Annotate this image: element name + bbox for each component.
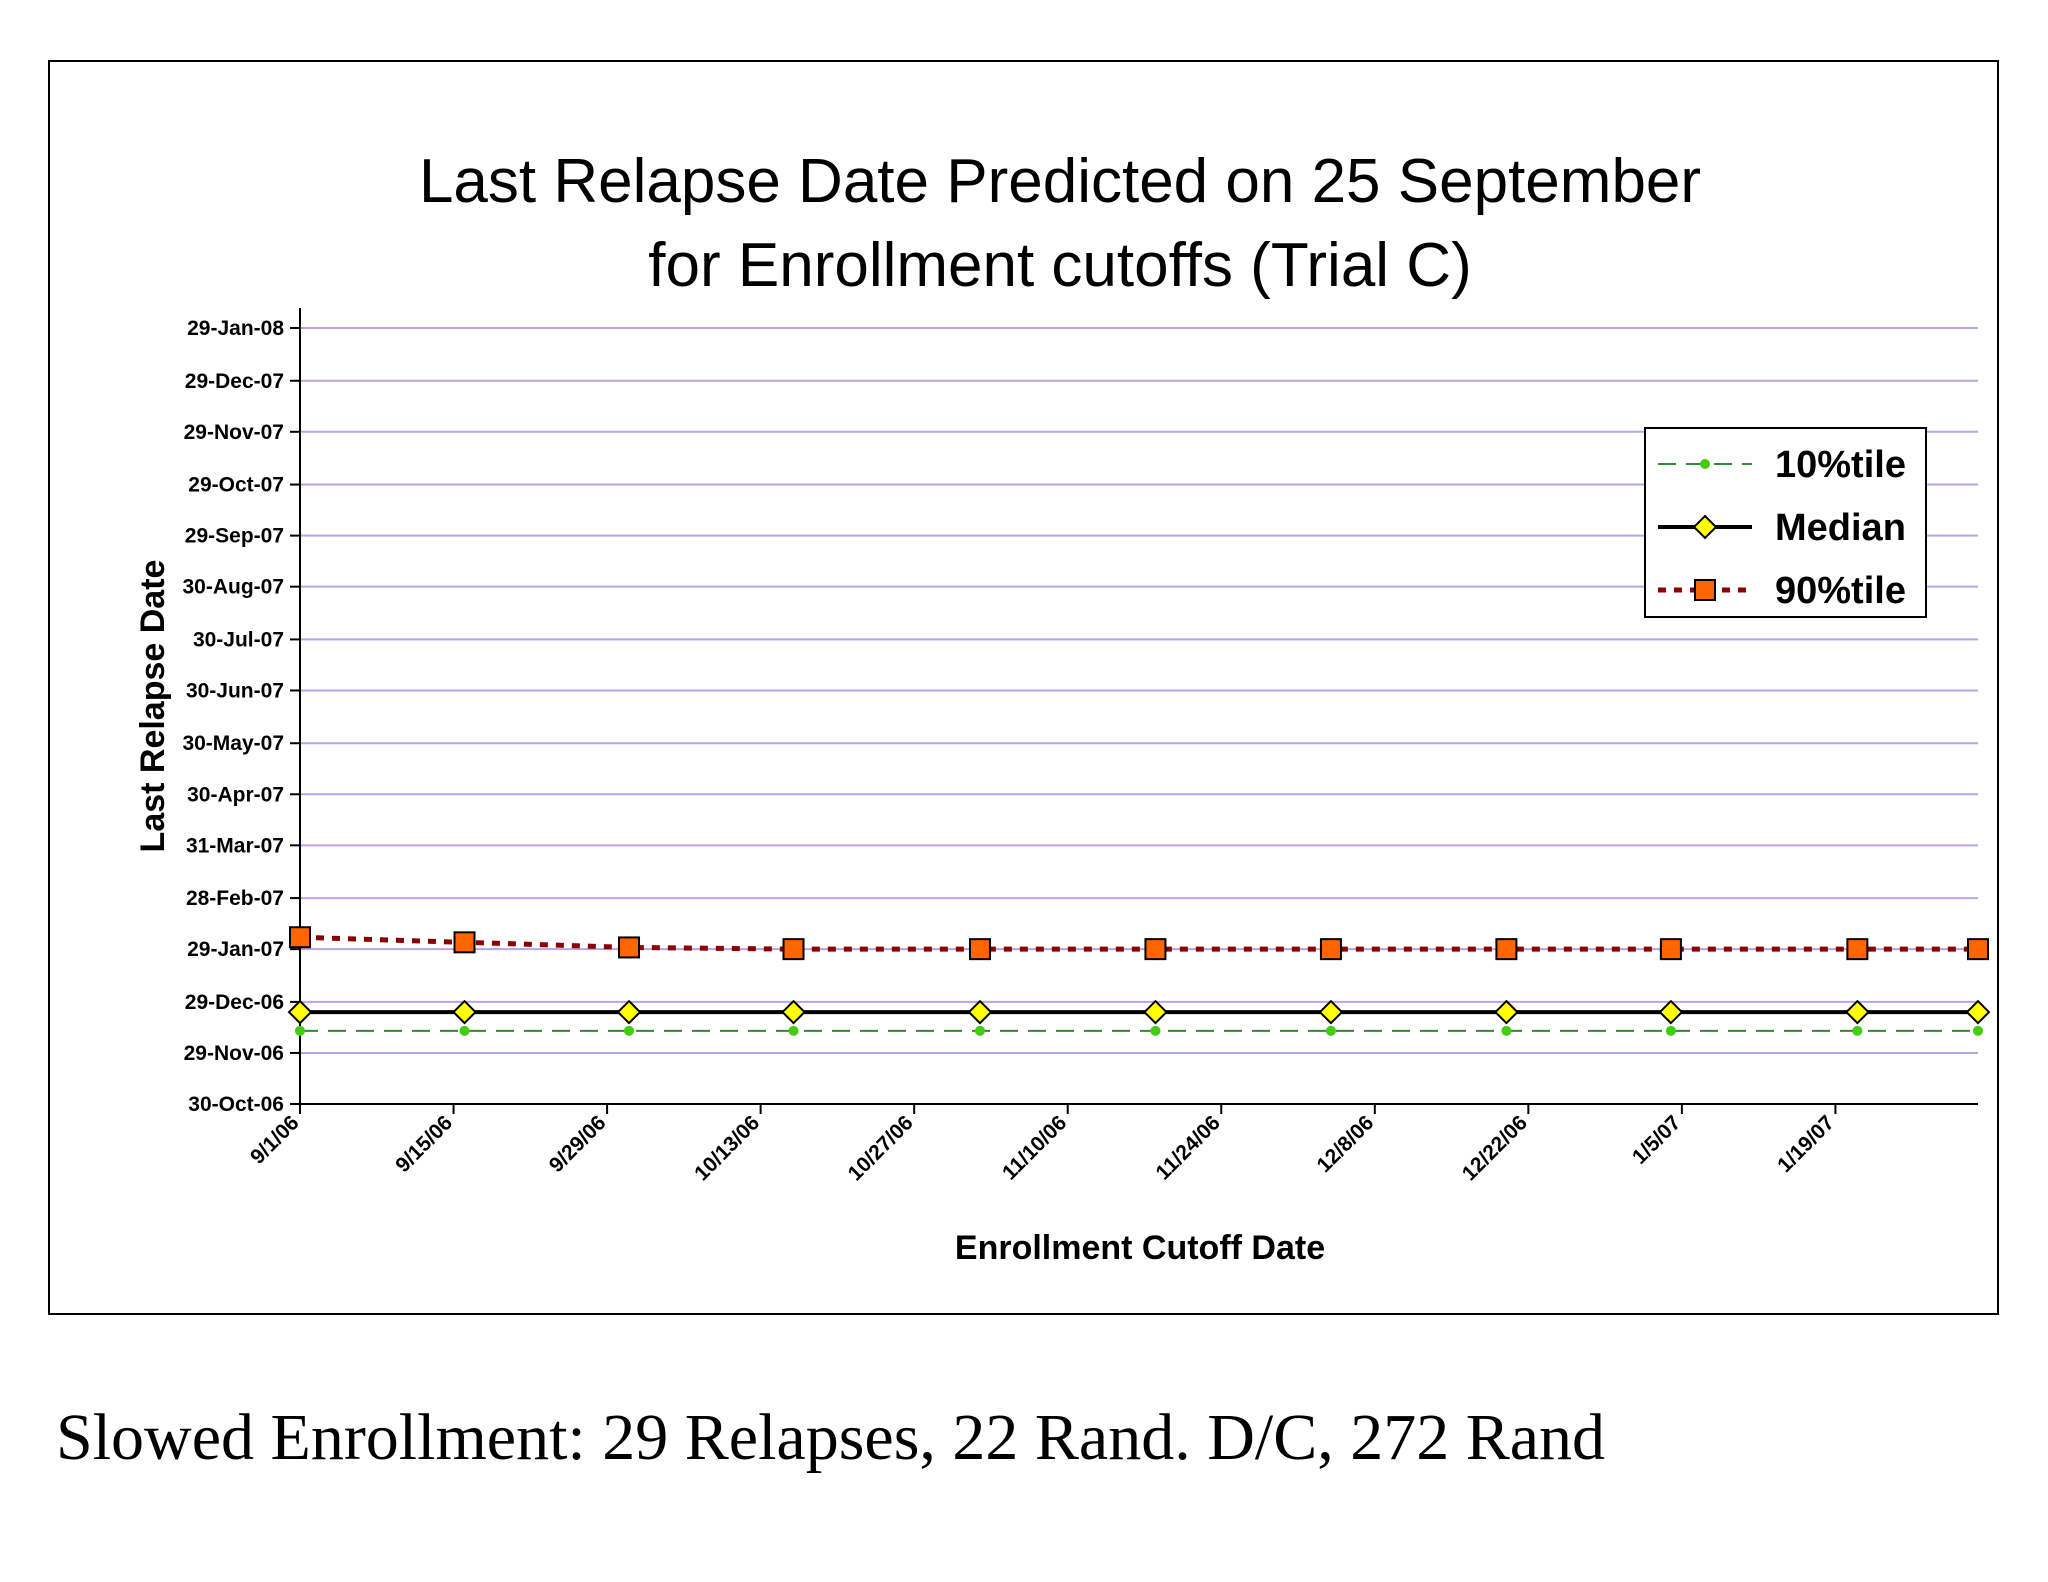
chart-title-line-1: Last Relapse Date Predicted on 25 Septem…	[419, 147, 1701, 216]
x-tick-label: 11/10/06	[998, 1111, 1071, 1184]
point-10pct	[1501, 1025, 1512, 1036]
point-10pct	[1665, 1025, 1676, 1036]
point-median	[1658, 999, 1684, 1025]
point-90pct	[1659, 938, 1682, 961]
y-tick-label: 29-Sep-07	[185, 525, 284, 548]
point-10pct	[624, 1025, 635, 1036]
legend-box	[1644, 427, 1927, 618]
point-10pct	[459, 1025, 470, 1036]
x-tick-label: 9/1/06	[246, 1111, 304, 1169]
point-90pct	[1319, 938, 1342, 961]
chart-frame: Last Relapse Date Predicted on 25 Septem…	[48, 60, 1999, 1315]
series-layer	[287, 926, 1991, 1036]
legend: 10%tile Median 90%tile	[1644, 427, 1927, 618]
x-tick-label: 12/8/06	[1313, 1111, 1379, 1177]
y-tick-label: 29-Nov-07	[184, 421, 284, 444]
x-tick-label: 10/27/06	[844, 1111, 918, 1185]
series-line-90pcttile	[299, 934, 1978, 952]
y-axis-title: Last Relapse Date	[134, 560, 172, 853]
y-tick-label: 29-Nov-06	[184, 1042, 284, 1065]
point-median	[1965, 999, 1991, 1025]
y-tick-label: 30-Oct-06	[188, 1093, 284, 1116]
point-10pct	[974, 1025, 985, 1036]
point-10pct	[1973, 1025, 1983, 1036]
point-median	[1143, 999, 1168, 1025]
point-median	[1493, 999, 1519, 1025]
y-tick-label: 28-Feb-07	[186, 887, 284, 910]
y-tick-label: 30-Jul-07	[193, 628, 284, 651]
legend-keys: 10%tile Median 90%tile	[1658, 444, 1906, 612]
point-90pct	[1846, 938, 1869, 961]
x-tick-label: 9/15/06	[391, 1111, 457, 1177]
x-axis-title: Enrollment Cutoff Date	[955, 1229, 1325, 1267]
point-90pct	[1144, 938, 1167, 961]
point-median	[616, 999, 642, 1025]
point-90pct	[1694, 579, 1716, 601]
point-median	[1318, 999, 1344, 1025]
x-tick-label: 9/29/06	[545, 1111, 611, 1177]
y-tick-label: 29-Oct-07	[188, 474, 284, 497]
y-tick-label: 29-Jan-07	[187, 938, 284, 961]
point-90pct	[289, 926, 311, 949]
point-10pct	[1700, 459, 1710, 469]
point-90pct	[782, 938, 805, 961]
y-tick-label: 30-Jun-07	[186, 679, 284, 702]
point-10pct	[1150, 1025, 1161, 1036]
chart-svg: Last Relapse Date Predicted on 25 Septem…	[134, 147, 1991, 1267]
point-median	[967, 999, 993, 1025]
legend-label: Median	[1775, 507, 1906, 549]
point-median	[287, 999, 313, 1025]
point-median	[1692, 514, 1718, 540]
point-90pct	[968, 938, 991, 961]
legend-label: 90%tile	[1775, 570, 1906, 612]
y-tick-label: 30-May-07	[182, 732, 284, 755]
x-tick-label: 12/22/06	[1458, 1111, 1532, 1185]
y-tick-label: 29-Dec-06	[185, 991, 284, 1014]
point-10pct	[1325, 1025, 1336, 1036]
point-median	[1844, 999, 1870, 1025]
footnote: Slowed Enrollment: 29 Relapses, 22 Rand.…	[56, 1401, 1606, 1474]
point-90pct	[453, 931, 476, 954]
point-10pct	[295, 1025, 305, 1036]
y-tick-label: 31-Mar-07	[186, 834, 284, 857]
point-10pct	[1852, 1025, 1863, 1036]
point-90pct	[618, 936, 641, 959]
point-median	[452, 999, 477, 1025]
y-tick-layer: 30-Oct-06 29-Nov-06 29-Dec-06 29-Jan-07 28-F…	[182, 317, 300, 1116]
x-tick-layer: 9/1/06 9/15/06 9/29/06 10/13/06 10/27/06 11/1…	[246, 1104, 1839, 1185]
point-90pct	[1495, 938, 1518, 961]
x-tick-label: 10/13/06	[690, 1111, 764, 1185]
x-tick-label: 1/5/07	[1628, 1111, 1686, 1169]
x-tick-label: 1/19/07	[1773, 1111, 1839, 1177]
y-tick-label: 30-Apr-07	[187, 783, 284, 806]
point-10pct	[788, 1025, 799, 1036]
y-tick-label: 29-Dec-07	[185, 370, 284, 393]
y-tick-label: 30-Aug-07	[182, 576, 284, 599]
x-tick-label: 11/24/06	[1152, 1111, 1225, 1184]
y-tick-label: 29-Jan-08	[187, 317, 284, 340]
point-90pct	[1967, 938, 1989, 961]
point-median	[781, 999, 806, 1025]
axes-layer	[299, 308, 1978, 1105]
chart-title-line-2: for Enrollment cutoffs (Trial C)	[648, 231, 1471, 300]
legend-label: 10%tile	[1775, 444, 1906, 486]
